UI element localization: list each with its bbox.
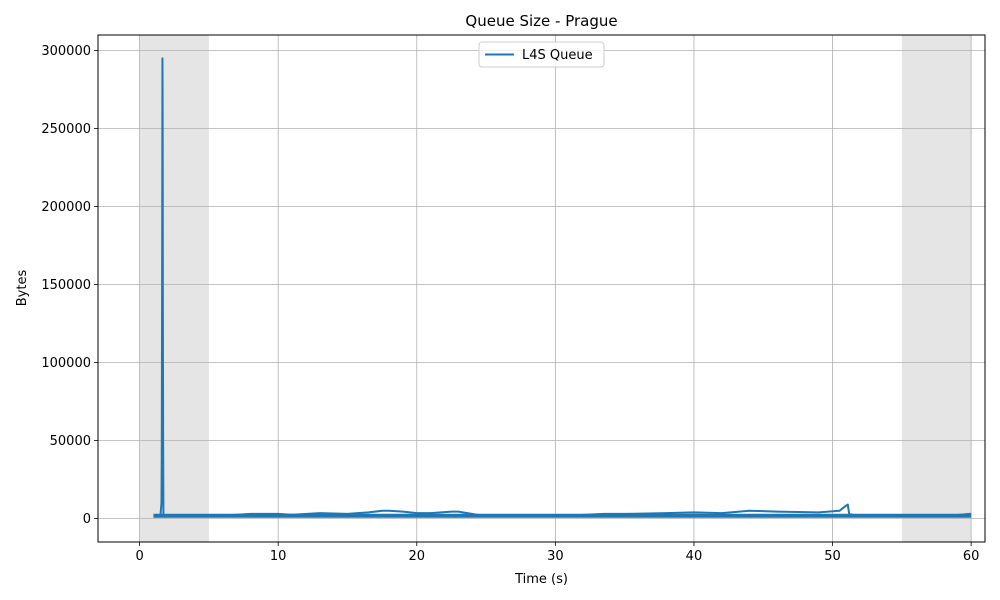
x-axis-ticks: 0 10 20 30 40 50 60 xyxy=(135,542,979,564)
shaded-region-1 xyxy=(139,35,209,542)
x-axis-title: Time (s) xyxy=(514,572,568,587)
y-tick-label: 250000 xyxy=(41,122,91,137)
y-axis-title: Bytes xyxy=(15,270,30,307)
grid-lines xyxy=(98,35,985,542)
x-tick-label: 50 xyxy=(824,549,841,564)
y-tick-label: 50000 xyxy=(50,434,91,449)
legend-label-l4s-queue: L4S Queue xyxy=(522,48,593,63)
x-tick-label: 0 xyxy=(135,549,143,564)
x-tick-label: 20 xyxy=(408,549,425,564)
legend: L4S Queue xyxy=(478,41,605,68)
x-tick-label: 30 xyxy=(547,549,564,564)
y-tick-label: 100000 xyxy=(41,356,91,371)
chart-title: Queue Size - Prague xyxy=(465,12,617,30)
y-axis-ticks: 0 50000 100000 150000 200000 250000 300000 xyxy=(41,44,98,527)
x-tick-label: 60 xyxy=(963,549,980,564)
y-tick-label: 200000 xyxy=(41,200,91,215)
series-layer xyxy=(153,57,972,518)
legend-box xyxy=(478,41,605,68)
shaded-region-2 xyxy=(901,35,972,542)
y-tick-label: 0 xyxy=(83,512,91,527)
series-line-1 xyxy=(153,57,972,518)
plot-frame xyxy=(97,34,986,543)
shaded-regions xyxy=(139,35,972,542)
y-tick-label: 300000 xyxy=(41,44,91,59)
x-tick-label: 40 xyxy=(686,549,703,564)
x-tick-label: 10 xyxy=(270,549,287,564)
y-tick-label: 150000 xyxy=(41,278,91,293)
